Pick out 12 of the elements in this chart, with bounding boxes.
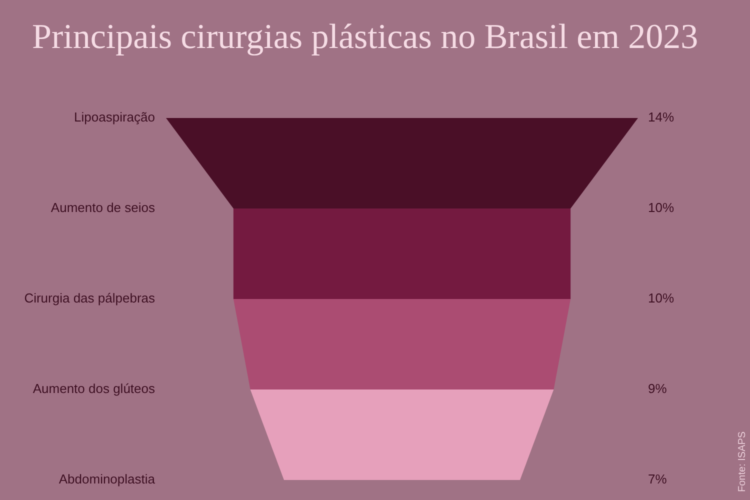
data-label: 10% [648,290,674,306]
text: Principais cirurgias plásticas no Brasil em 2023 [32,17,698,56]
category-label: Aumento de seios [50,200,156,215]
category-label: Aumento dos glúteos [32,380,156,396]
category-label: Cirurgia das pálpebras [24,290,156,306]
data-label: 7% [648,471,668,486]
data-label: 9% [648,380,668,396]
category-label: Abdominoplastia [58,471,156,486]
source-note: Fonte: ISAPS [737,431,748,492]
category-label: Lipoaspiração [74,109,155,124]
data-label: 10% [648,200,674,215]
data-label: 14% [648,109,674,124]
